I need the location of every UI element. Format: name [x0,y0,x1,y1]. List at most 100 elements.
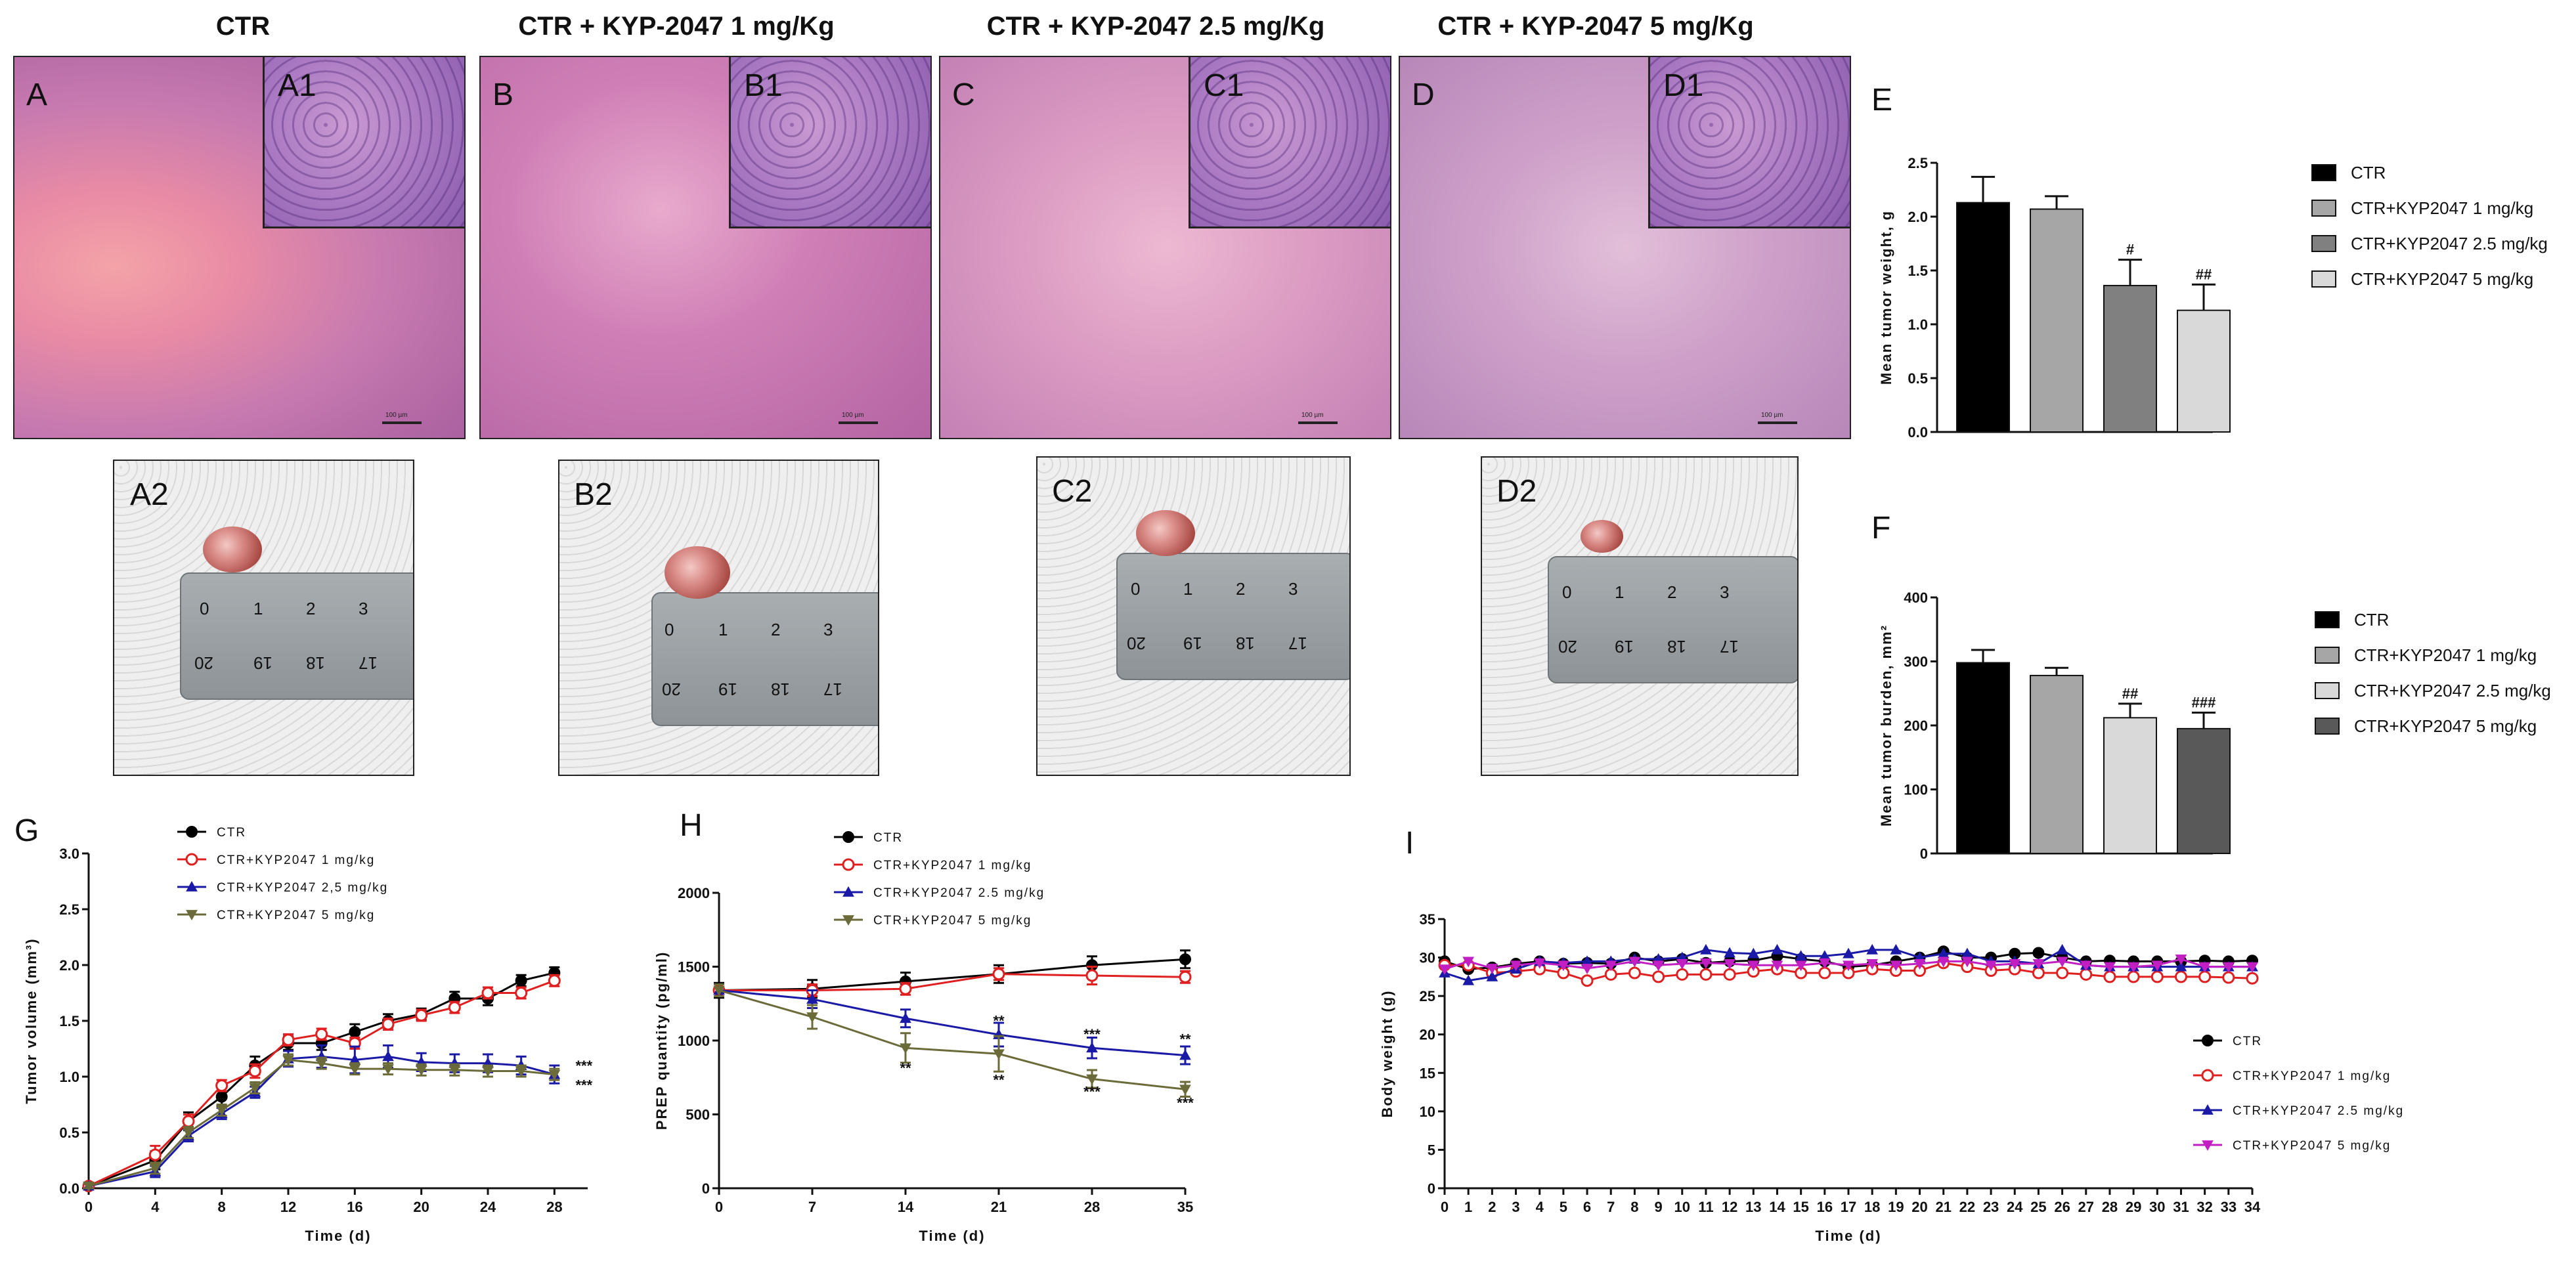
data-point [900,1012,911,1023]
x-tick-label: 28 [546,1199,562,1215]
ruler-number: 17 [359,653,378,673]
data-point [2056,943,2068,955]
x-axis-label: Time (d) [305,1228,371,1244]
x-tick-label: 8 [1630,1199,1638,1215]
data-point [2246,972,2259,985]
panel-label-a2: A2 [130,477,169,512]
data-point [1866,943,1879,955]
data-point [2103,970,2116,983]
data-point [448,1001,461,1014]
data-point [149,1163,162,1174]
y-tick-label: 35 [1420,911,1435,928]
ruler-number: 1 [1615,582,1625,602]
data-point [842,858,855,871]
x-tick-label: 21 [1935,1199,1951,1215]
y-tick-label: 2000 [678,885,710,901]
y-tick-label: 1.0 [1908,316,1928,333]
y-tick-label: 1500 [678,959,710,976]
data-point [2009,959,2021,970]
ruler-number: 18 [1236,634,1255,653]
ruler: 0 1 2 3 20 19 18 17 [180,572,413,700]
panel-label-a: A [26,77,48,112]
scale-label: 100 µm [385,412,408,419]
y-tick-label: 0.0 [1908,424,1928,441]
x-tick-label: 14 [1769,1199,1785,1215]
x-tick-label: 8 [218,1199,226,1215]
ruler-number: 19 [1615,637,1634,656]
ruler-number: 3 [1720,582,1730,602]
y-tick-label: 20 [1420,1027,1435,1043]
panel-label-c1: C1 [1204,68,1244,103]
tumor-specimen [665,546,730,599]
x-tick-label: 20 [1911,1199,1927,1215]
data-point [993,1049,1005,1060]
y-tick-label: 0.5 [59,1125,79,1141]
data-point [182,1115,195,1128]
x-tick-label: 7 [1607,1199,1615,1215]
data-point [1628,966,1641,979]
x-tick-label: 13 [1745,1199,1761,1215]
data-point [415,1009,428,1022]
data-point [1771,943,1783,955]
x-tick-label: 25 [2030,1199,2046,1215]
data-point [349,1026,361,1038]
data-point [1533,958,1546,969]
legend-swatch [2315,647,2340,664]
legend-swatch [2311,164,2336,181]
panel-label-d: D [1412,77,1435,112]
data-point [215,1106,228,1117]
data-point [1961,957,1973,968]
legend-entry: CTR+KYP2047 2.5 mg/kg [2315,673,2551,708]
ruler-number: 19 [253,653,273,673]
histology-image-c: C C1 100 µm [939,56,1391,439]
panel-label-g: G [14,813,39,848]
panel-label-b2: B2 [574,477,613,512]
data-point [2151,960,2164,972]
x-tick-label: 28 [1084,1199,1100,1215]
x-tick-label: 5 [1560,1199,1567,1215]
data-point [1747,960,1760,972]
data-point [1558,960,1569,972]
data-point [1890,943,1902,955]
significance-marker: ## [2122,685,2138,702]
ruler-number: 18 [306,653,325,673]
data-point [2201,1069,2214,1082]
data-point [992,968,1005,981]
x-tick-label: 24 [2007,1199,2023,1215]
data-point [1724,959,1736,970]
x-tick-label: 24 [480,1199,496,1215]
data-point [1462,974,1475,985]
column-title-2-5mg: CTR + KYP-2047 2.5 mg/Kg [986,12,1325,41]
data-point [1179,953,1191,966]
ruler-number: 18 [771,679,790,699]
data-point [1462,957,1475,968]
data-point [1086,1042,1098,1053]
y-axis-label: Body weight (g) [1379,990,1395,1118]
data-point [186,826,198,838]
data-point [282,1033,295,1046]
data-point [2150,970,2164,983]
y-tick-label: 25 [1420,988,1435,1004]
significance-marker: *** [1177,1094,1194,1111]
data-point [382,1050,394,1062]
significance-marker: *** [575,1058,592,1074]
legend-label: CTR [2233,1035,2262,1048]
data-point [215,1079,229,1092]
y-tick-label: 500 [686,1107,710,1123]
bar [2177,727,2231,854]
y-tick-label: 400 [1904,590,1928,606]
histology-image-b: B B1 100 µm [479,56,932,439]
y-tick-label: 1.0 [59,1069,79,1085]
ruler-number: 2 [771,620,781,639]
ruler-number: 2 [306,599,316,618]
data-point [1818,958,1831,969]
y-tick-label: 3.0 [59,846,79,862]
ruler-number: 17 [1720,637,1739,656]
series-line [88,1055,555,1188]
legend-label: CTR+KYP2047 2.5 mg/kg [2351,233,2548,253]
series-line [718,958,1186,991]
data-point [842,915,854,926]
data-point [1723,968,1736,981]
ruler-number: 17 [1288,634,1307,653]
